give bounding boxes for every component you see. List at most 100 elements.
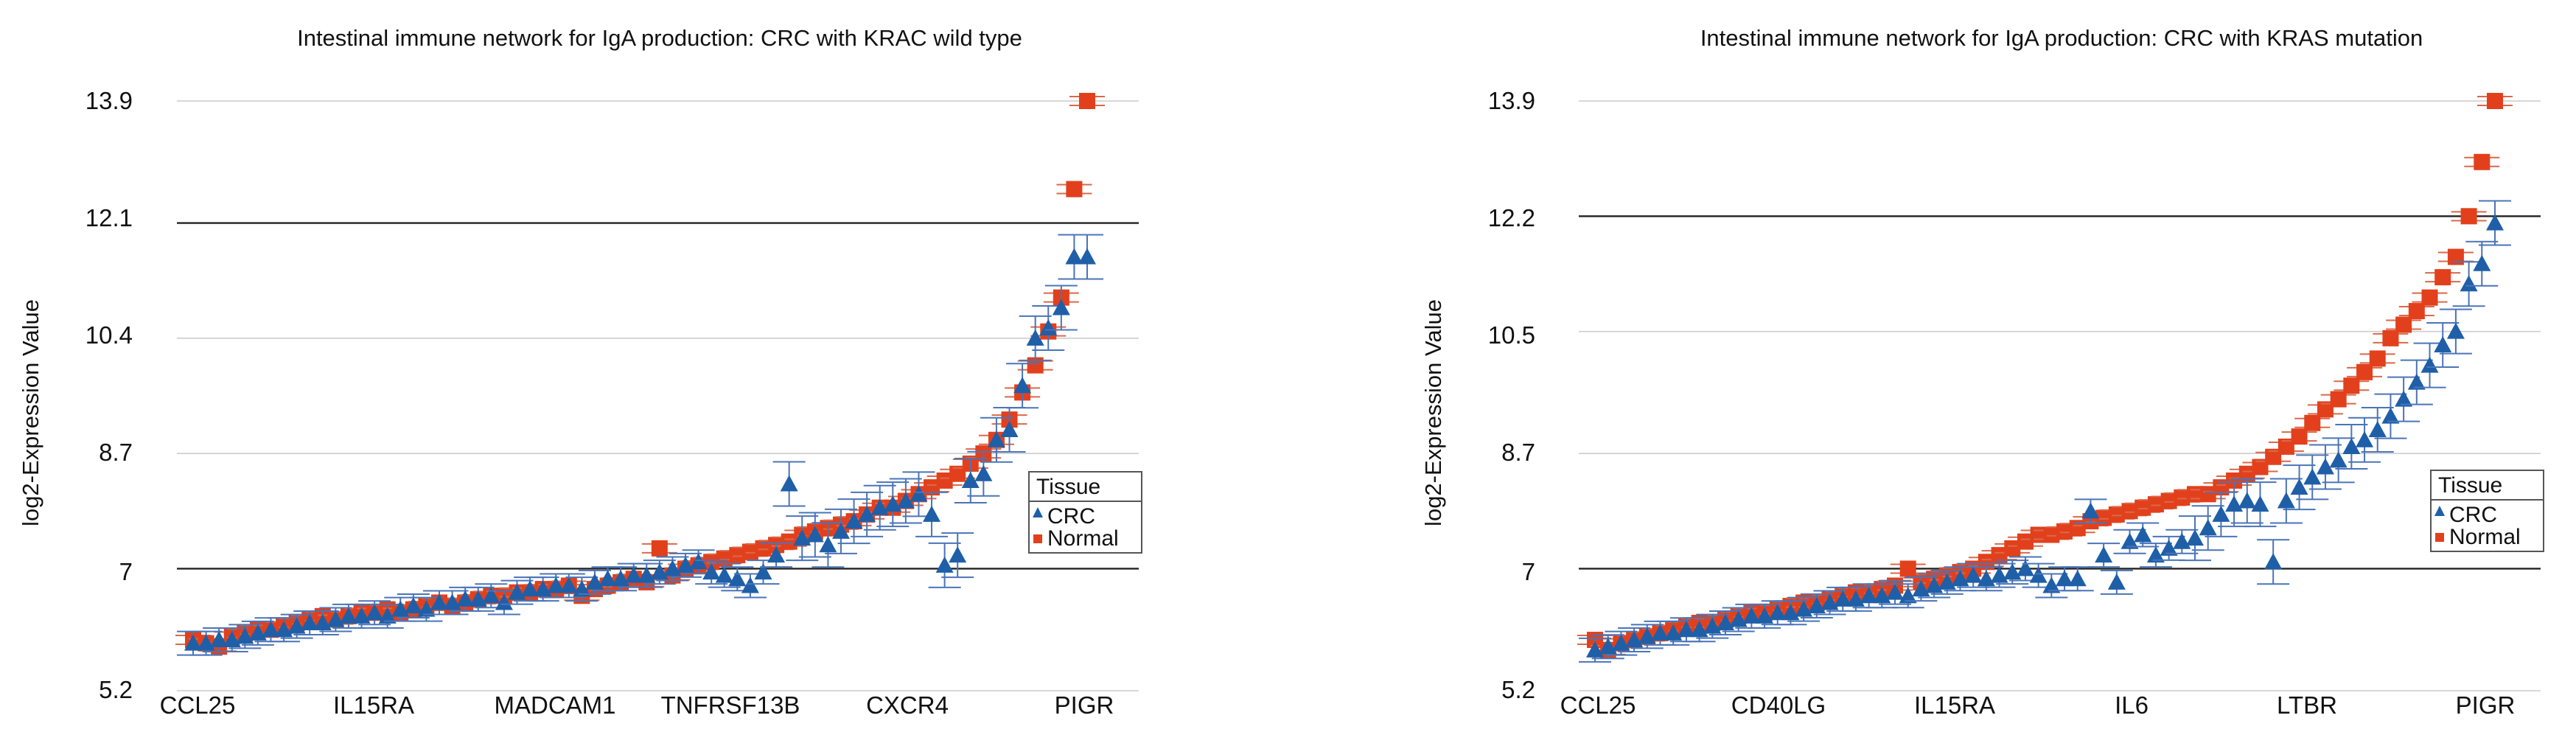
legend-normal-label: Normal (1047, 526, 1119, 551)
normal-point (2147, 496, 2164, 513)
x-tick-label: IL6 (2115, 691, 2149, 719)
crc-point (1013, 377, 1032, 394)
normal-point (2447, 248, 2464, 265)
crc-point (793, 529, 811, 546)
normal-point (1079, 93, 1095, 109)
crc-point (1938, 573, 1956, 590)
normal-point (2474, 153, 2491, 170)
crc-point (2173, 532, 2191, 549)
crc-point (2407, 373, 2426, 390)
normal-point (2291, 428, 2308, 445)
normal-point (2199, 486, 2216, 503)
legend-crc-label: CRC (2449, 503, 2497, 527)
normal-point (729, 547, 746, 564)
normal-point (1991, 547, 2008, 564)
normal-point (2174, 489, 2191, 506)
crc-point (1651, 624, 1669, 641)
crc-point (197, 634, 215, 651)
crc-point (2446, 322, 2465, 339)
crc-point (910, 485, 928, 502)
normal-point (2277, 438, 2294, 455)
normal-point (1066, 181, 1083, 198)
crc-point (2316, 458, 2334, 475)
normal-point (2317, 401, 2334, 418)
crc-point (1599, 638, 1617, 655)
normal-point (1027, 357, 1044, 374)
crc-point (624, 566, 643, 583)
normal-point (2265, 448, 2282, 465)
crc-point (1729, 610, 1748, 627)
crc-point (2486, 214, 2504, 231)
normal-point (2213, 479, 2230, 496)
crc-point (236, 627, 254, 644)
crc-point (870, 498, 889, 515)
crc-point (275, 621, 293, 638)
x-tick-label: CD40LG (1731, 691, 1826, 719)
crc-point (404, 597, 422, 614)
crc-point (391, 600, 410, 617)
legend-normal-marker (2435, 533, 2444, 542)
crc-point (884, 495, 902, 512)
normal-point (2460, 208, 2477, 225)
crc-point (2277, 492, 2295, 509)
crc-point (1925, 576, 1944, 593)
normal-point (2017, 533, 2034, 550)
normal-point (1899, 560, 1916, 577)
crc-point (248, 624, 267, 641)
crc-point (210, 631, 228, 648)
chart-title: Intestinal immune network for IgA produc… (1700, 25, 2423, 51)
crc-point (1742, 607, 1761, 624)
x-tick-label: PIGR (2456, 691, 2516, 719)
normal-point (2121, 503, 2138, 520)
crc-point (2329, 451, 2348, 468)
normal-point (2056, 523, 2073, 540)
crc-point (585, 573, 604, 590)
y-tick-label: 7 (119, 558, 133, 585)
crc-point (1977, 570, 1995, 587)
normal-point (741, 543, 758, 560)
crc-point (2042, 576, 2061, 593)
crc-point (327, 610, 345, 627)
normal-point (716, 550, 733, 567)
crc-point (728, 570, 747, 587)
crc-point (2395, 390, 2413, 407)
crc-point (1677, 621, 1695, 638)
legend-title: Tissue (1036, 475, 1100, 499)
crc-point (612, 570, 630, 587)
crc-point (1795, 600, 1813, 617)
crc-point (2068, 570, 2087, 587)
y-tick-label: 5.2 (1501, 676, 1535, 703)
crc-point (1586, 641, 1604, 658)
normal-point (949, 465, 966, 482)
x-tick-label: TNFRSF13B (661, 691, 800, 719)
legend-crc-marker (2434, 506, 2445, 516)
crc-point (2121, 532, 2139, 549)
normal-point (2421, 289, 2438, 306)
crc-point (2056, 570, 2074, 587)
y-tick-label: 13.9 (85, 87, 133, 114)
crc-point (1951, 570, 1969, 587)
normal-point (2252, 459, 2269, 475)
y-tick-label: 7 (1522, 558, 1535, 585)
crc-point (2225, 495, 2244, 512)
y-tick-label: 8.7 (99, 439, 133, 466)
crc-point (534, 580, 552, 597)
normal-point (2095, 509, 2112, 526)
crc-point (896, 492, 915, 509)
crc-point (2146, 546, 2165, 563)
normal-point (2395, 316, 2412, 333)
crc-point (482, 587, 500, 604)
crc-point (1964, 566, 1983, 583)
crc-point (1899, 587, 1917, 604)
crc-point (598, 570, 617, 587)
crc-point (1612, 634, 1630, 651)
crc-point (923, 505, 941, 522)
crc-point (1821, 593, 1839, 610)
x-tick-label: CCL25 (1560, 691, 1636, 719)
crc-point (262, 621, 280, 638)
y-tick-label: 10.4 (85, 321, 133, 349)
normal-point (2330, 391, 2347, 408)
crc-point (1834, 590, 1852, 607)
crc-point (2238, 492, 2256, 509)
y-tick-label: 13.9 (1488, 87, 1535, 114)
